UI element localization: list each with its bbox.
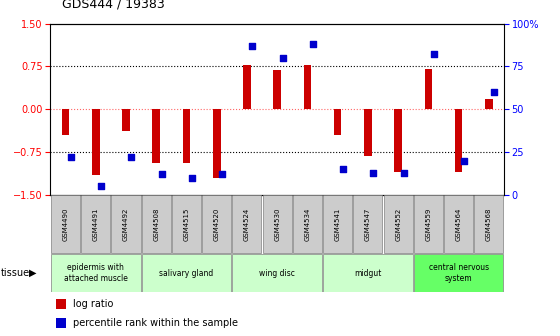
Bar xyxy=(414,254,503,292)
Text: GSM4530: GSM4530 xyxy=(274,208,280,241)
Bar xyxy=(232,254,322,292)
Bar xyxy=(142,196,171,253)
Bar xyxy=(474,196,503,253)
Point xyxy=(97,183,106,189)
Text: GSM4568: GSM4568 xyxy=(486,208,492,241)
Point xyxy=(157,172,166,177)
Bar xyxy=(202,196,231,253)
Bar xyxy=(51,254,141,292)
Bar xyxy=(172,196,201,253)
Text: GSM4559: GSM4559 xyxy=(426,208,431,241)
Bar xyxy=(273,70,281,109)
Text: GSM4524: GSM4524 xyxy=(244,208,250,241)
Text: epidermis with
attached muscle: epidermis with attached muscle xyxy=(64,263,128,283)
Bar xyxy=(81,196,110,253)
Bar xyxy=(92,109,100,175)
Text: GSM4515: GSM4515 xyxy=(184,208,189,241)
Text: GSM4534: GSM4534 xyxy=(305,208,310,241)
Point xyxy=(127,155,136,160)
Text: midgut: midgut xyxy=(354,268,381,278)
Point xyxy=(188,175,197,180)
Point xyxy=(278,55,287,60)
Point xyxy=(67,155,76,160)
Text: GDS444 / 19383: GDS444 / 19383 xyxy=(62,0,164,10)
Bar xyxy=(213,109,221,178)
Bar xyxy=(142,254,231,292)
Bar xyxy=(232,196,262,253)
Bar xyxy=(364,109,372,156)
Bar xyxy=(243,65,251,109)
Bar xyxy=(111,196,141,253)
Bar xyxy=(263,196,292,253)
Text: tissue: tissue xyxy=(1,268,30,278)
Text: GSM4547: GSM4547 xyxy=(365,208,371,241)
Bar xyxy=(323,196,352,253)
Text: GSM4564: GSM4564 xyxy=(456,208,461,241)
Bar xyxy=(394,109,402,172)
Point xyxy=(369,170,378,175)
Text: GSM4491: GSM4491 xyxy=(93,208,99,241)
Text: GSM4492: GSM4492 xyxy=(123,208,129,241)
Bar xyxy=(51,196,80,253)
Point xyxy=(218,172,227,177)
Text: GSM4552: GSM4552 xyxy=(395,208,401,241)
Point xyxy=(309,41,318,47)
Bar xyxy=(122,109,130,131)
Bar xyxy=(304,65,311,109)
Text: ▶: ▶ xyxy=(29,268,36,278)
Point xyxy=(490,89,499,95)
Bar xyxy=(444,196,473,253)
Text: GSM4541: GSM4541 xyxy=(335,208,340,241)
Text: percentile rank within the sample: percentile rank within the sample xyxy=(73,318,238,328)
Bar xyxy=(334,109,342,135)
Point xyxy=(399,170,408,175)
Bar xyxy=(455,109,463,172)
Point xyxy=(460,158,469,163)
Point xyxy=(430,52,438,57)
Point xyxy=(248,43,257,48)
Bar xyxy=(293,196,322,253)
Point xyxy=(339,167,348,172)
Text: wing disc: wing disc xyxy=(259,268,295,278)
Text: log ratio: log ratio xyxy=(73,299,113,309)
Bar xyxy=(323,254,413,292)
Text: GSM4490: GSM4490 xyxy=(63,208,68,241)
Text: salivary gland: salivary gland xyxy=(160,268,213,278)
Text: central nervous
system: central nervous system xyxy=(428,263,489,283)
Text: GSM4520: GSM4520 xyxy=(214,208,220,241)
Bar xyxy=(424,69,432,109)
Bar xyxy=(152,109,160,164)
Bar xyxy=(183,109,190,164)
Bar xyxy=(62,109,69,135)
Bar xyxy=(485,99,493,109)
Bar xyxy=(384,196,413,253)
Text: GSM4508: GSM4508 xyxy=(153,208,159,241)
Bar xyxy=(414,196,443,253)
Bar xyxy=(353,196,382,253)
